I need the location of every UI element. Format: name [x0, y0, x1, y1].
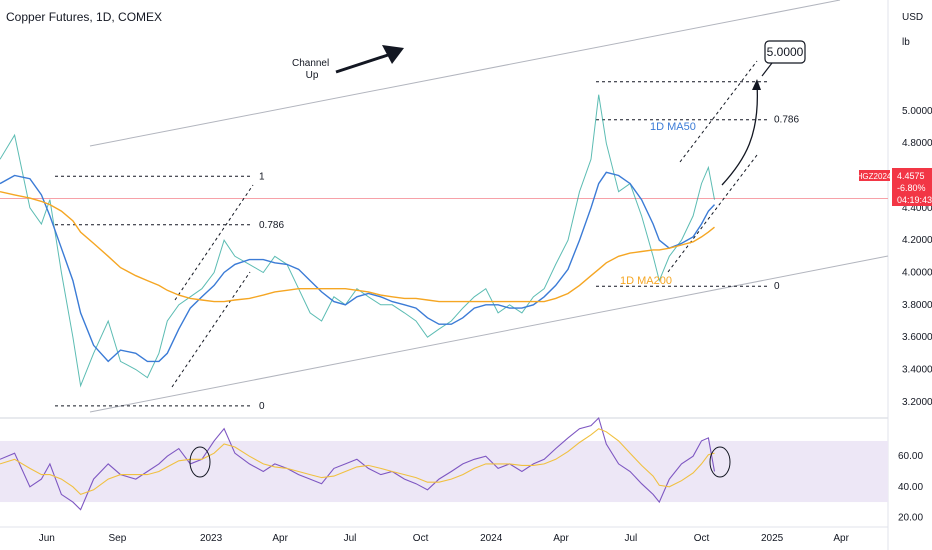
unit-label: lb	[902, 37, 910, 48]
time-tick-label: Apr	[272, 533, 288, 544]
chart-title: Copper Futures, 1D, COMEX	[6, 10, 163, 24]
channel-up-label: Channel Up	[292, 58, 332, 81]
price-tick-label: 3.6000	[902, 332, 932, 343]
series-1d-ma50	[0, 171, 716, 363]
series-1d-ma200	[0, 191, 715, 303]
time-tick-label: Jul	[344, 533, 357, 544]
channel-upper-line	[89, 0, 841, 147]
series-lines	[0, 94, 716, 511]
fib-right-786-label: 0.786	[774, 115, 799, 126]
price-tag-countdown: 04:19:43	[897, 195, 932, 205]
price-tag-symbol: HGZ2024	[857, 172, 892, 181]
fib-left-786-label: 0.786	[259, 220, 284, 231]
wedge-left-lower	[171, 271, 251, 388]
channel-up-arrow-shaft	[335, 53, 389, 74]
price-tag-box	[892, 168, 932, 206]
price-tick-label: 4.0000	[902, 268, 932, 279]
time-axis-ticks: Jun Sep 2023 Apr Jul Oct 2024 Apr Jul Oct 2025 Apr	[39, 533, 850, 544]
fib-levels: 1 0.786 0 0.786 0	[55, 60, 799, 412]
ma50-label: 1D MA50	[650, 121, 696, 133]
fib-left-0-label: 0	[259, 401, 265, 412]
projection-curve	[721, 83, 759, 186]
wedge-right-upper	[679, 60, 758, 163]
time-tick-label: Jun	[39, 533, 55, 544]
rsi-circle-left	[189, 446, 211, 478]
channel-up-arrow-head	[382, 45, 404, 64]
rsi-band-fill	[0, 440, 888, 503]
price-tag: HGZ2024 4.4575 -6.80% 04:19:43	[857, 168, 932, 206]
channel-lines	[89, 0, 889, 413]
price-tick-label: 3.2000	[902, 397, 932, 408]
series-rsi	[0, 416, 716, 511]
channel-lower-line	[89, 255, 889, 413]
price-tag-change: -6.80%	[897, 183, 926, 193]
time-tick-label: Sep	[109, 533, 127, 544]
rsi-tick-label: 40.00	[898, 482, 923, 493]
rsi-tick-label: 20.00	[898, 512, 923, 523]
price-tag-symbol-box	[859, 170, 890, 181]
time-tick-label: Apr	[833, 533, 849, 544]
fib-right-0-label: 0	[774, 281, 780, 292]
series-price	[0, 94, 715, 388]
price-axis-ticks: 5.00004.80004.60004.40004.20004.00003.80…	[902, 106, 932, 408]
price-tick-label: 4.8000	[902, 138, 932, 149]
target-box	[764, 40, 806, 64]
price-tick-label: 5.0000	[902, 106, 932, 117]
series-rsi-ma	[0, 428, 715, 496]
time-tick-label: Apr	[553, 533, 569, 544]
rsi-axis-ticks: 60.00 40.00 20.00	[898, 451, 923, 523]
rsi-tick-label: 60.00	[898, 451, 923, 462]
target-value: 5.0000	[767, 45, 804, 59]
target-pointer	[761, 62, 773, 77]
target-callout: 5.0000	[761, 40, 806, 77]
price-tick-label: 4.4000	[902, 203, 932, 214]
rsi-circle-right	[709, 446, 731, 478]
time-tick-label: 2024	[480, 533, 503, 544]
channel-up-annotation: Channel Up	[292, 45, 404, 81]
time-tick-label: Oct	[413, 533, 429, 544]
rsi-band	[0, 440, 888, 503]
price-tag-price: 4.4575	[897, 171, 925, 181]
time-tick-label: Oct	[694, 533, 710, 544]
price-tick-label: 3.8000	[902, 300, 932, 311]
price-tick-label: 4.2000	[902, 235, 932, 246]
projection-arrow-head	[752, 79, 761, 90]
time-tick-label: 2023	[200, 533, 223, 544]
wedge-left-upper	[174, 184, 254, 301]
wedge-right-lower	[667, 154, 758, 273]
fib-left-1-label: 1	[259, 171, 265, 182]
price-tick-label: 3.4000	[902, 365, 932, 376]
currency-label: USD	[902, 12, 923, 23]
ma200-label: 1D MA200	[620, 275, 672, 287]
time-tick-label: Jul	[624, 533, 637, 544]
time-tick-label: 2025	[761, 533, 784, 544]
